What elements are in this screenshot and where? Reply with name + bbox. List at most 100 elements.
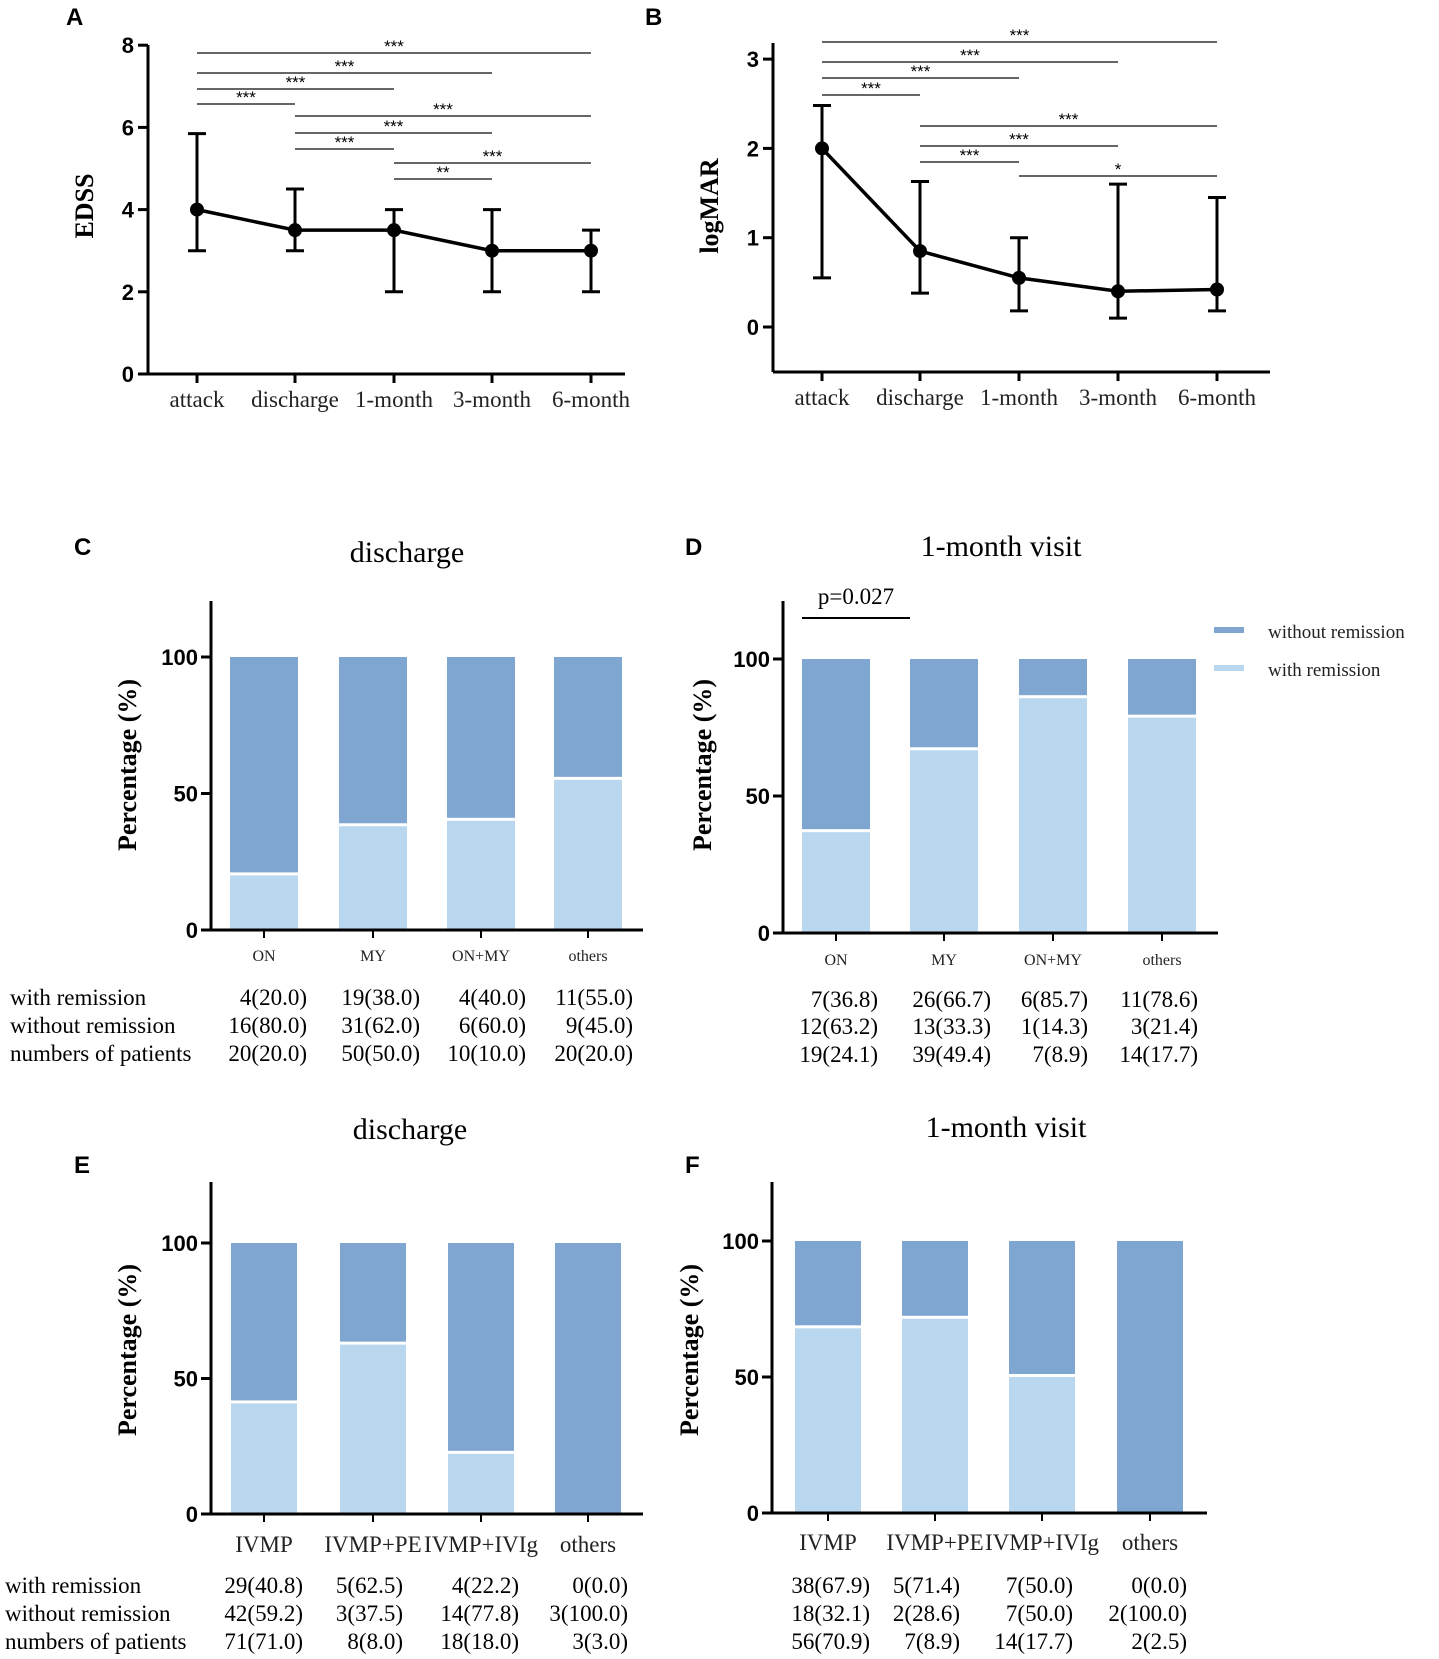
- data-point: [190, 202, 204, 217]
- significance-stars: ***: [861, 79, 881, 98]
- data-point: [1012, 270, 1026, 285]
- x-tick-label: IVMP: [799, 1530, 857, 1555]
- panel-B: B 0 1 2 3 attack discharge 1-month 3-month 6-mont…: [645, 4, 1270, 410]
- x-tick-label: ON+MY: [1024, 952, 1082, 969]
- table-cell: 19(38.0): [341, 985, 420, 1010]
- table-cell: 56(70.9): [791, 1629, 870, 1654]
- table-cell: 42(59.2): [224, 1601, 303, 1626]
- table-cell: 3(3.0): [572, 1629, 628, 1654]
- y-tick-label: 100: [722, 1229, 759, 1254]
- data-point: [387, 223, 401, 238]
- x-tick-label: 1-month: [355, 387, 433, 412]
- y-axis-label: Percentage (%): [113, 1264, 142, 1436]
- y-tick-label: 0: [122, 362, 134, 387]
- table-cell: 20(20.0): [228, 1041, 307, 1066]
- bar-with-remission: [231, 1403, 297, 1514]
- y-axis-label: logMAR: [695, 158, 724, 254]
- bar-with-remission: [1009, 1377, 1075, 1513]
- table-cell: 5(62.5): [336, 1573, 403, 1598]
- significance-stars: ***: [384, 117, 404, 136]
- panel-label: E: [74, 1152, 90, 1179]
- significance-stars: ***: [384, 37, 404, 56]
- panel-label: C: [74, 534, 91, 561]
- x-tick-label: 3-month: [453, 387, 531, 412]
- bar-without-remission: [448, 1243, 514, 1451]
- significance-stars: ***: [335, 133, 355, 152]
- data-point: [485, 243, 499, 258]
- bar-with-remission: [339, 826, 407, 930]
- y-tick-label: 2: [747, 136, 759, 161]
- table-cell: 3(37.5): [336, 1601, 403, 1626]
- x-tick-label: others: [560, 1532, 616, 1557]
- data-point: [815, 141, 829, 156]
- table-cell: 5(71.4): [893, 1573, 960, 1598]
- bar-without-remission: [555, 1243, 621, 1514]
- x-tick-label: discharge: [876, 385, 964, 410]
- significance-stars: ***: [433, 100, 453, 119]
- table-cell: 8(8.0): [347, 1629, 403, 1654]
- x-tick-label: MY: [360, 948, 386, 965]
- x-tick-label: 3-month: [1079, 385, 1157, 410]
- table-cell: 14(17.7): [1119, 1042, 1198, 1067]
- bar-without-remission: [339, 657, 407, 824]
- x-tick-label: others: [568, 948, 607, 965]
- table-row-label: with remission: [5, 1573, 142, 1598]
- data-point: [1111, 284, 1125, 299]
- table-row-label: without remission: [5, 1601, 171, 1626]
- table-cell: 2(100.0): [1108, 1601, 1187, 1626]
- x-tick-label: 1-month: [980, 385, 1058, 410]
- bar-with-remission: [448, 1453, 514, 1514]
- y-tick-label: 100: [161, 1231, 198, 1256]
- table-cell: 4(22.2): [452, 1573, 519, 1598]
- panel-label: B: [645, 4, 662, 31]
- x-tick-label: IVMP+IVIg: [424, 1532, 538, 1557]
- panel-label: F: [685, 1152, 700, 1179]
- bar-with-remission: [447, 820, 515, 930]
- table-cell: 9(45.0): [566, 1013, 633, 1038]
- table-cell: 26(66.7): [912, 987, 991, 1012]
- table-cell: 18(32.1): [791, 1601, 870, 1626]
- x-tick-label: others: [1122, 1530, 1178, 1555]
- bar-without-remission: [554, 657, 622, 777]
- table-cell: 6(85.7): [1021, 987, 1088, 1012]
- x-tick-label: ON: [824, 952, 848, 969]
- table-cell: 6(60.0): [459, 1013, 526, 1038]
- table-row-label: numbers of patients: [5, 1629, 186, 1654]
- legend-label-with-remission: with remission: [1268, 660, 1381, 681]
- significance-stars: ***: [335, 57, 355, 76]
- legend-swatch-without-remission: [1214, 627, 1244, 633]
- table-cell: 12(63.2): [799, 1014, 878, 1039]
- table-cell: 7(8.9): [1032, 1042, 1088, 1067]
- significance-stars: ***: [960, 146, 980, 165]
- y-axis-label: EDSS: [70, 173, 99, 238]
- table-cell: 3(21.4): [1131, 1014, 1198, 1039]
- table-cell: 20(20.0): [554, 1041, 633, 1066]
- significance-stars: ***: [236, 88, 256, 107]
- y-axis-label: Percentage (%): [113, 679, 142, 851]
- table-cell: 16(80.0): [228, 1013, 307, 1038]
- bar-without-remission: [1009, 1241, 1075, 1374]
- y-tick-label: 100: [161, 645, 198, 670]
- table-cell: 7(50.0): [1006, 1601, 1073, 1626]
- table-cell: 11(55.0): [555, 985, 633, 1010]
- table-cell: 7(8.9): [904, 1629, 960, 1654]
- table-cell: 1(14.3): [1021, 1014, 1088, 1039]
- panel-label: A: [66, 4, 83, 31]
- table-cell: 4(20.0): [240, 985, 307, 1010]
- data-point: [913, 244, 927, 259]
- data-point: [584, 243, 598, 258]
- bar-without-remission: [910, 659, 978, 748]
- table-cell: 10(10.0): [447, 1041, 526, 1066]
- table-cell: 71(71.0): [224, 1629, 303, 1654]
- y-tick-label: 0: [186, 918, 198, 943]
- panel-F: F 1-month visit 0 50 100 IVMP IVMP+PE IVMP+IVIg…: [675, 1111, 1207, 1654]
- panel-label: D: [685, 534, 702, 561]
- bar-with-remission: [1128, 717, 1196, 933]
- y-tick-label: 0: [747, 315, 759, 340]
- x-tick-label: attack: [170, 387, 225, 412]
- x-tick-label: ON+MY: [452, 948, 510, 965]
- data-point: [288, 223, 302, 238]
- bar-with-remission: [340, 1344, 406, 1514]
- table-cell: 7(36.8): [811, 987, 878, 1012]
- significance-stars: *: [1115, 160, 1122, 179]
